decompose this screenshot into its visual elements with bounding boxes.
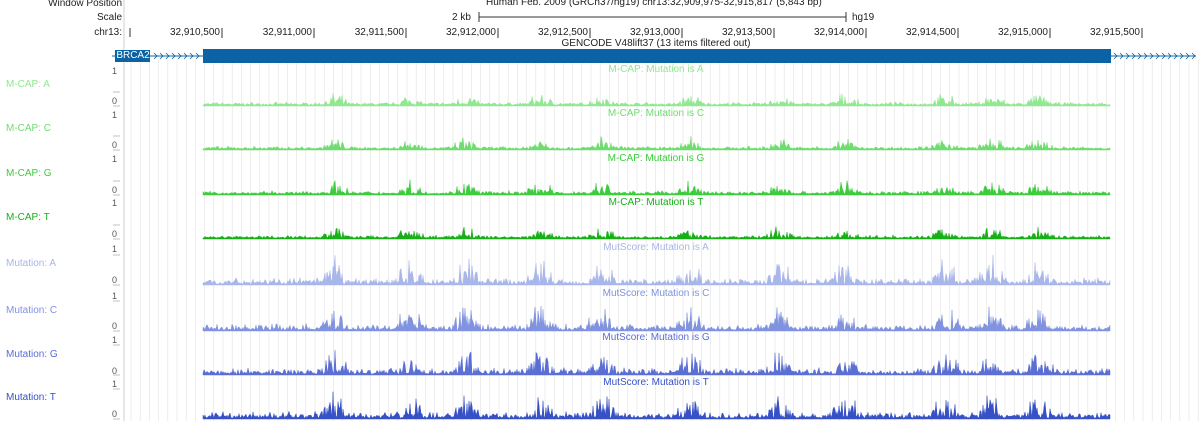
ruler-tick-label: 32,913,000 (629, 27, 680, 38)
ruler-tick-label: 32,912,500 (537, 27, 588, 38)
base-position-ruler (129, 28, 1143, 38)
track-label[interactable]: Mutation: A (6, 258, 57, 269)
strand-arrow (159, 52, 164, 60)
track-title: M-CAP: Mutation is C (607, 108, 705, 119)
strand-arrow (1185, 52, 1190, 60)
track-label[interactable]: Mutation: C (6, 305, 58, 316)
strand-arrow (1161, 52, 1166, 60)
track-title: MutScore: Mutation is T (603, 377, 709, 388)
wiggle-track (113, 179, 1111, 196)
strand-arrow (1155, 52, 1160, 60)
track-title: M-CAP: Mutation is A (608, 64, 704, 75)
track-min-value: 0 (111, 275, 117, 285)
track-label[interactable]: M-CAP: C (6, 123, 51, 134)
window-position-label: Window Position (48, 0, 122, 9)
ruler-tick-label: 32,911,000 (262, 27, 312, 38)
strand-arrow (1113, 52, 1118, 60)
scale-label: Scale (96, 12, 122, 23)
wiggle-signal (202, 179, 1111, 196)
scale-bar (478, 12, 847, 22)
track-title: MutScore: Mutation is A (603, 242, 709, 253)
wiggle-track (113, 135, 1111, 151)
track-min-value: 0 (111, 185, 117, 195)
ruler-tick-label: 32,914,000 (813, 27, 864, 38)
ruler-tick-label: 32,912,000 (445, 27, 496, 38)
chromosome-label: chr13: (94, 27, 122, 38)
track-max-value: 1 (111, 66, 117, 76)
wiggle-track (113, 224, 1111, 240)
strand-arrow (1167, 52, 1172, 60)
assembly-db-label: hg19 (852, 12, 875, 23)
track-label[interactable]: Mutation: G (6, 349, 58, 360)
track-max-value: 1 (111, 198, 117, 208)
ruler-tick-label: 32,911,500 (354, 27, 404, 38)
gene-name-label[interactable]: BRCA2 (116, 50, 150, 61)
wiggle-track (113, 388, 1111, 420)
gencode-track-title: GENCODE V48lift37 (13 items filtered out… (561, 38, 751, 49)
gene-name-box (115, 50, 150, 62)
track-title: M-CAP: Mutation is T (608, 197, 704, 208)
ruler-tick-label: 32,913,500 (721, 27, 772, 38)
ruler-tick-label: 32,910,500 (169, 27, 220, 38)
track-max-value: 1 (111, 291, 117, 301)
ruler-tick-label: 32,914,500 (905, 27, 956, 38)
strand-arrow (1131, 52, 1136, 60)
track-max-value: 1 (111, 154, 117, 164)
strand-arrow (1149, 52, 1154, 60)
track-label[interactable]: Mutation: T (6, 392, 56, 403)
track-min-value: 0 (111, 409, 117, 419)
wiggle-signal (202, 93, 1111, 107)
ruler-tick-label: 32,915,000 (997, 27, 1048, 38)
ruler-tick-label: 32,915,500 (1089, 27, 1140, 38)
wiggle-signal (202, 136, 1111, 151)
track-min-value: 0 (111, 321, 117, 331)
scale-bar-label: 2 kb (452, 12, 471, 23)
wiggle-tracks (113, 91, 1111, 420)
wiggle-signal (202, 306, 1111, 332)
gene-track-brca2[interactable] (112, 49, 1196, 63)
strand-arrow (1137, 52, 1142, 60)
strand-arrow (1143, 52, 1148, 60)
track-min-value: 0 (111, 366, 117, 376)
wiggle-signal (202, 350, 1111, 376)
track-min-value: 0 (111, 229, 117, 239)
track-label[interactable]: M-CAP: A (6, 79, 50, 90)
strand-arrow (177, 52, 182, 60)
track-label[interactable]: M-CAP: T (6, 212, 50, 223)
track-title: M-CAP: Mutation is G (607, 153, 705, 164)
track-max-value: 1 (111, 379, 117, 389)
wiggle-track (113, 300, 1111, 332)
strand-arrow (165, 52, 170, 60)
track-title: MutScore: Mutation is G (602, 332, 710, 343)
wiggle-track (113, 254, 1111, 286)
strand-arrow (189, 52, 194, 60)
track-max-value: 1 (111, 110, 117, 120)
assembly-position-text: Human Feb. 2009 (GRCh37/hg19) chr13:32,9… (486, 0, 822, 8)
wiggle-signal (202, 226, 1111, 240)
strand-arrow (1119, 52, 1124, 60)
track-max-value: 1 (111, 244, 117, 254)
strand-arrow (153, 52, 158, 60)
strand-arrow (183, 52, 188, 60)
strand-arrow (1173, 52, 1178, 60)
strand-arrow (171, 52, 176, 60)
wiggle-signal (202, 254, 1111, 286)
strand-arrow (1191, 52, 1196, 60)
track-max-value: 1 (111, 335, 117, 345)
strand-arrow (1125, 52, 1130, 60)
wiggle-track (113, 344, 1111, 376)
wiggle-track (113, 91, 1111, 107)
track-title: MutScore: Mutation is C (602, 288, 710, 299)
track-label[interactable]: M-CAP: G (6, 168, 52, 179)
strand-arrow (1179, 52, 1184, 60)
track-min-value: 0 (111, 140, 117, 150)
wiggle-signal (202, 391, 1111, 420)
strand-arrow (195, 52, 200, 60)
gene-exon-block (203, 49, 1111, 63)
track-min-value: 0 (111, 96, 117, 106)
